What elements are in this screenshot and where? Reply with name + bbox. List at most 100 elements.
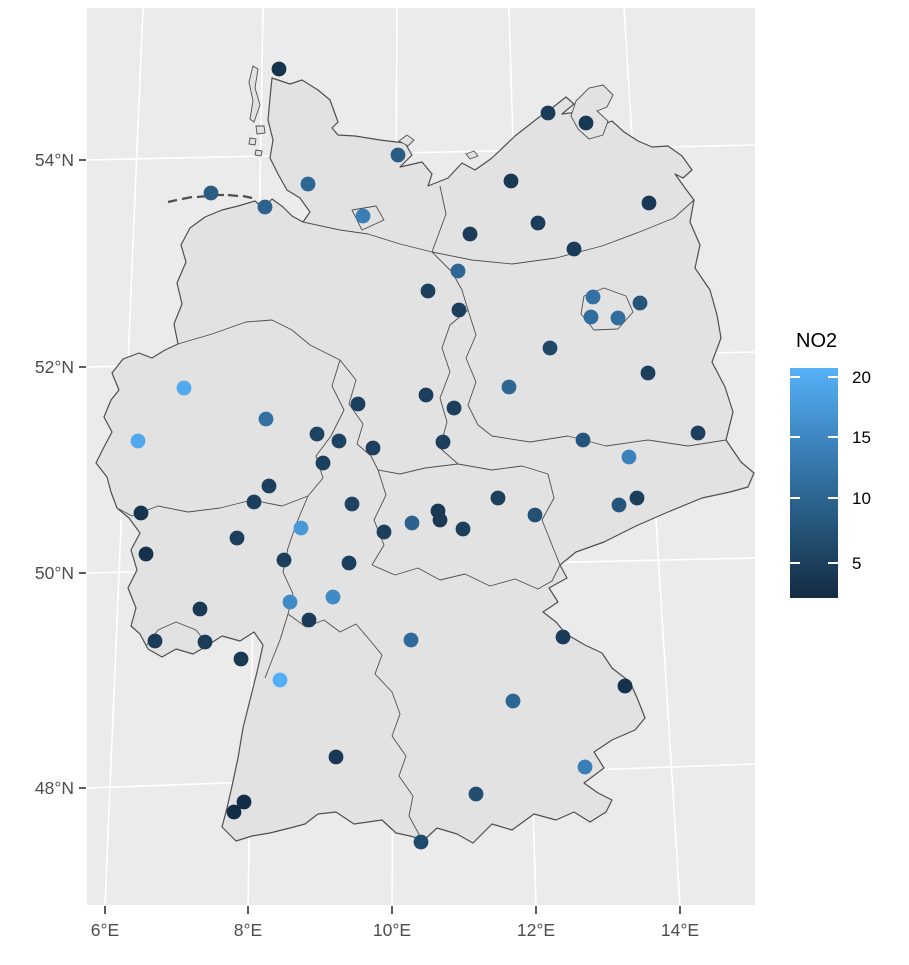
station-point <box>578 115 594 131</box>
station-point <box>376 524 392 540</box>
station-point <box>130 433 146 449</box>
station-point <box>555 629 571 645</box>
station-point <box>328 749 344 765</box>
station-point <box>325 589 341 605</box>
station-point <box>462 226 478 242</box>
station-point <box>566 241 582 257</box>
station-point <box>404 515 420 531</box>
station-point <box>540 105 556 121</box>
station-point <box>530 215 546 231</box>
station-point <box>197 634 213 650</box>
island-shape <box>465 150 479 160</box>
legend-tick-label: 10 <box>852 489 871 508</box>
legend-gradient-bar <box>790 368 838 598</box>
y-tick-label: 54°N <box>35 150 74 170</box>
station-point <box>640 365 656 381</box>
state-border <box>177 319 341 361</box>
station-point <box>468 786 484 802</box>
station-point <box>315 455 331 471</box>
state-border <box>457 463 549 475</box>
island-shape <box>255 125 266 135</box>
station-point <box>300 176 316 192</box>
station-point <box>341 555 357 571</box>
station-point <box>147 633 163 649</box>
station-point <box>229 530 245 546</box>
y-tick-label: 52°N <box>35 357 74 377</box>
state-border <box>339 359 379 471</box>
station-point <box>418 387 434 403</box>
station-point <box>344 496 360 512</box>
station-point <box>632 295 648 311</box>
station-point <box>403 632 419 648</box>
station-point <box>261 478 277 494</box>
station-point <box>583 309 599 325</box>
station-point <box>246 494 262 510</box>
germany-map <box>95 65 755 844</box>
y-tick-label: 50°N <box>35 563 74 583</box>
station-point <box>542 340 558 356</box>
state-border <box>307 359 345 497</box>
station-point <box>610 310 626 326</box>
station-point <box>420 283 436 299</box>
state-border <box>491 435 727 447</box>
station-point <box>203 185 219 201</box>
station-point <box>577 759 593 775</box>
station-point <box>629 490 645 506</box>
state-border <box>371 469 387 566</box>
state-border <box>541 473 561 566</box>
island-shape <box>254 149 263 157</box>
station-point <box>233 651 249 667</box>
x-tick-label: 12°E <box>517 920 555 940</box>
x-tick-label: 14°E <box>661 920 699 940</box>
state-border <box>465 309 493 437</box>
island-shape <box>248 65 261 123</box>
station-point <box>575 432 591 448</box>
station-point <box>690 425 706 441</box>
station-point <box>617 678 633 694</box>
station-point <box>138 546 154 562</box>
station-point <box>192 601 208 617</box>
station-point <box>276 552 292 568</box>
y-tick-label: 48°N <box>35 778 74 798</box>
station-point <box>527 507 543 523</box>
station-point <box>293 520 309 536</box>
station-point <box>350 396 366 412</box>
state-border <box>351 205 385 231</box>
legend-labels: 20 15 10 5 <box>852 368 871 573</box>
state-border <box>377 463 459 475</box>
station-point <box>271 61 287 77</box>
state-border <box>371 564 561 590</box>
station-point <box>490 490 506 506</box>
station-point <box>331 433 347 449</box>
station-point <box>450 263 466 279</box>
station-point <box>301 612 317 628</box>
station-point <box>355 208 371 224</box>
legend-title: NO2 <box>796 330 837 352</box>
frisian-islands-dashes <box>167 193 253 204</box>
station-point <box>432 512 448 528</box>
island-shape <box>248 137 257 146</box>
station-point <box>258 411 274 427</box>
x-axis: 6°E 8°E 10°E 12°E 14°E <box>91 906 699 940</box>
station-point <box>505 693 521 709</box>
legend-tick-label: 20 <box>852 368 871 387</box>
station-point <box>272 672 288 688</box>
x-tick-label: 10°E <box>373 920 411 940</box>
station-points <box>130 61 706 850</box>
station-point <box>585 289 601 305</box>
state-border <box>287 613 369 639</box>
station-point <box>282 594 298 610</box>
station-point <box>133 505 149 521</box>
x-tick-label: 8°E <box>234 920 262 940</box>
state-border <box>431 185 447 253</box>
station-point <box>226 804 242 820</box>
station-point <box>236 794 252 810</box>
state-border <box>580 287 634 331</box>
state-border <box>431 251 469 311</box>
station-point <box>365 440 381 456</box>
y-axis: 54°N 52°N 50°N 48°N <box>35 150 86 798</box>
station-point <box>413 834 429 850</box>
station-point <box>621 449 637 465</box>
